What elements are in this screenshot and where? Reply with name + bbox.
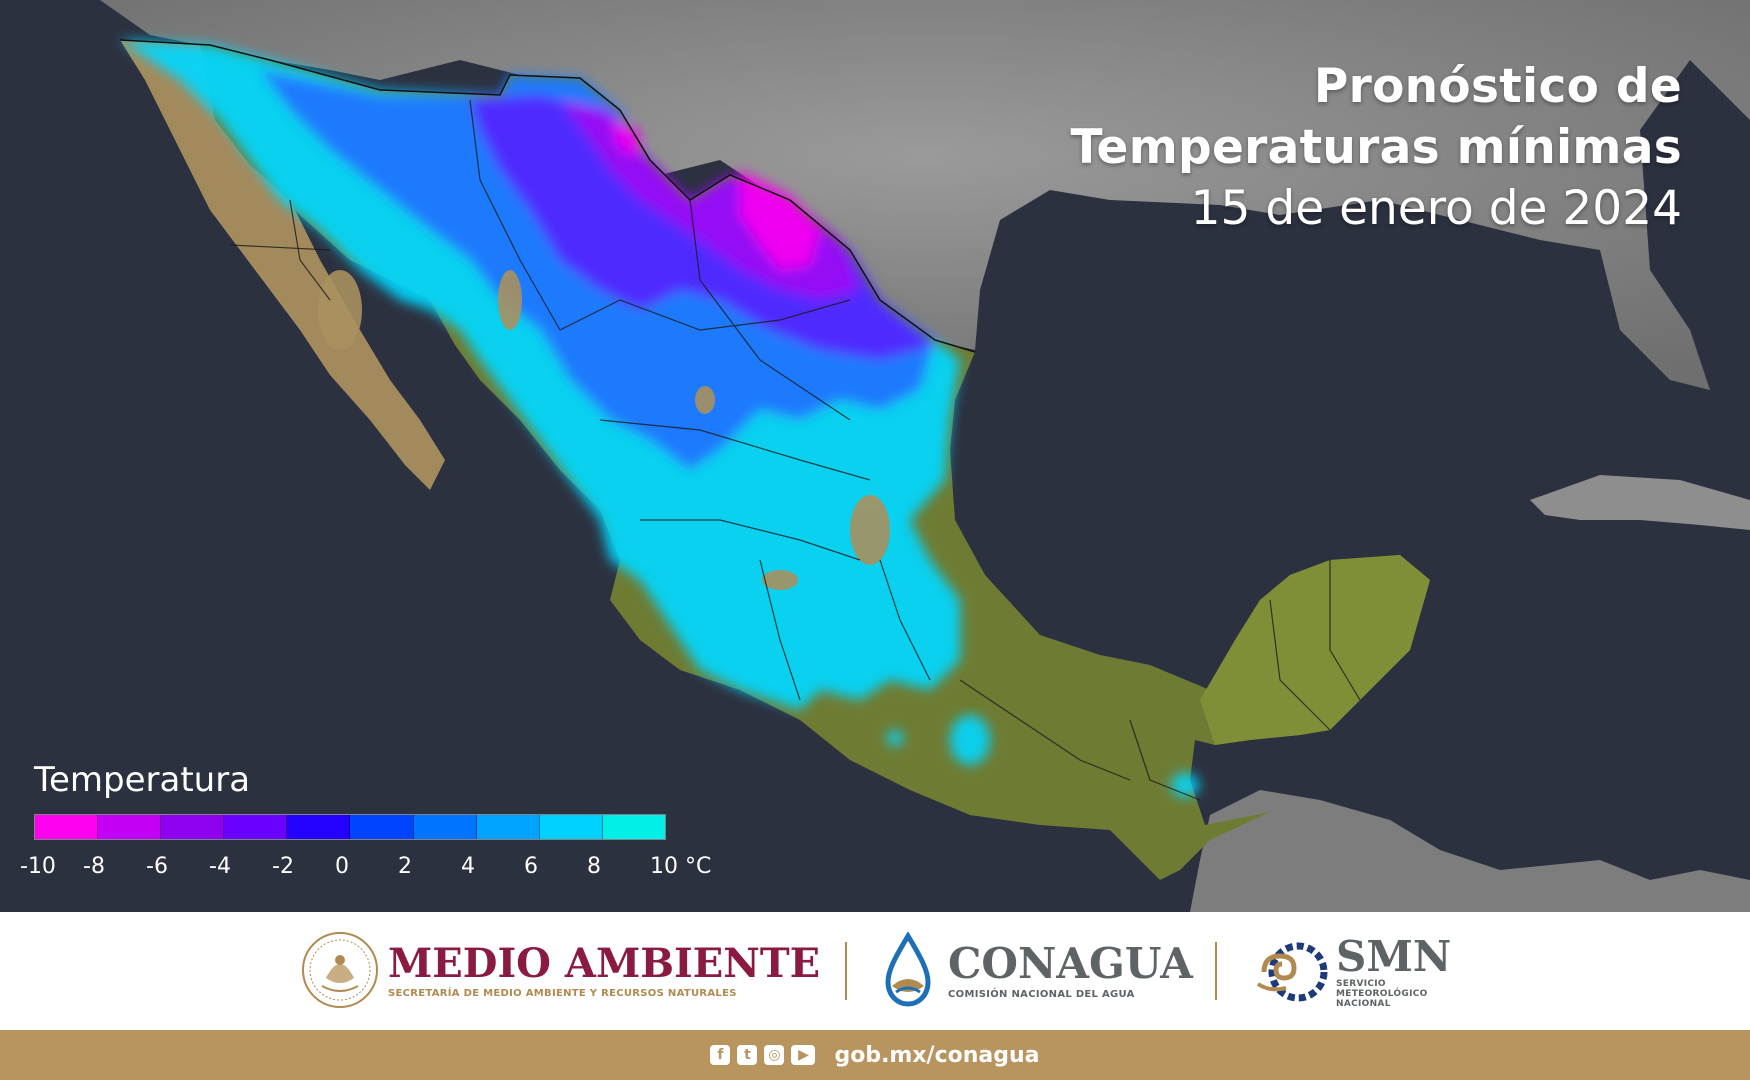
legend-swatch <box>35 815 99 839</box>
smn-logo: SMN SERVICIO METEOROLÓGICO NACIONAL <box>1250 934 1451 1010</box>
footer-divider-2 <box>1215 942 1217 1000</box>
legend-tick-label: 2 <box>398 854 412 879</box>
legend-swatch <box>224 815 288 839</box>
smn-subtitle-2: METEOROLÓGICO <box>1336 989 1428 999</box>
legend-title: Temperatura <box>34 760 251 800</box>
semarnat-subtitle: SECRETARÍA DE MEDIO AMBIENTE Y RECURSOS … <box>388 987 737 999</box>
conagua-subtitle: COMISIÓN NACIONAL DEL AGUA <box>948 988 1135 1000</box>
instagram-icon[interactable]: ◎ <box>764 1045 785 1065</box>
legend-tick-label: 6 <box>524 854 538 879</box>
yucatan-peninsula <box>1200 555 1430 745</box>
legend-tick-label: 4 <box>461 854 475 879</box>
legend-swatch <box>98 815 162 839</box>
usa-landmass <box>100 0 1750 390</box>
legend-tick-label: -4 <box>209 854 231 879</box>
cold-zone-magenta <box>740 170 820 270</box>
legend-swatch <box>350 815 414 839</box>
legend-swatch <box>161 815 225 839</box>
smn-subtitle-3: NACIONAL <box>1336 999 1391 1009</box>
temperature-map: Pronóstico de Temperaturas mínimas 15 de… <box>0 0 1750 912</box>
smn-gear-spiral-icon <box>1256 942 1328 1002</box>
legend-swatch <box>476 815 540 839</box>
legend-tick-label: -2 <box>272 854 294 879</box>
legend-tick-label: -8 <box>83 854 105 879</box>
footer-divider-1 <box>845 942 847 1000</box>
legend-swatch <box>413 815 477 839</box>
title-line-2: Temperaturas mínimas <box>1070 120 1682 175</box>
forecast-date: 15 de enero de 2024 <box>1190 181 1682 236</box>
semarnat-logo: MEDIO AMBIENTE SECRETARÍA DE MEDIO AMBIE… <box>300 930 820 1010</box>
legend-tick-label: -10 <box>20 854 56 879</box>
baja-california <box>120 40 445 490</box>
legend-swatch <box>602 815 665 839</box>
legend-swatch <box>539 815 603 839</box>
twitter-icon[interactable]: t <box>737 1045 758 1065</box>
legend-ticks: -10 -8 -6 -4 -2 0 2 4 6 8 10 °C <box>20 854 744 884</box>
conagua-logo: CONAGUA COMISIÓN NACIONAL DEL AGUA <box>878 932 1193 1008</box>
legend-tick-label: 0 <box>335 854 349 879</box>
title-block: Pronóstico de Temperaturas mínimas 15 de… <box>1070 56 1682 240</box>
legend-tick-label: 10 °C <box>650 854 712 879</box>
conagua-drop-icon <box>885 932 931 1007</box>
legend-tick-label: -6 <box>146 854 168 879</box>
smn-subtitle-1: SERVICIO <box>1336 979 1386 989</box>
conagua-name: CONAGUA <box>948 938 1193 988</box>
mexico-coat-of-arms-icon <box>302 932 378 1008</box>
youtube-icon[interactable]: ▶ <box>791 1045 816 1065</box>
social-bar: f t ◎ ▶ gob.mx/conagua <box>0 1030 1750 1080</box>
website-link[interactable]: gob.mx/conagua <box>834 1042 1040 1068</box>
map-graphic <box>100 0 1750 912</box>
central-america <box>1190 790 1750 912</box>
title-line-1: Pronóstico de <box>1313 59 1682 114</box>
facebook-icon[interactable]: f <box>710 1045 731 1065</box>
legend-color-bar <box>34 814 666 840</box>
legend-swatch <box>287 815 351 839</box>
legend-tick-label: 8 <box>587 854 601 879</box>
institutional-footer: MEDIO AMBIENTE SECRETARÍA DE MEDIO AMBIE… <box>0 912 1750 1030</box>
cuba-island <box>1530 475 1750 530</box>
semarnat-name: MEDIO AMBIENTE <box>388 939 821 987</box>
temperature-legend: Temperatura -10 -8 -6 -4 -2 0 2 4 6 8 10 °C <box>20 760 744 884</box>
smn-name: SMN <box>1336 932 1452 981</box>
